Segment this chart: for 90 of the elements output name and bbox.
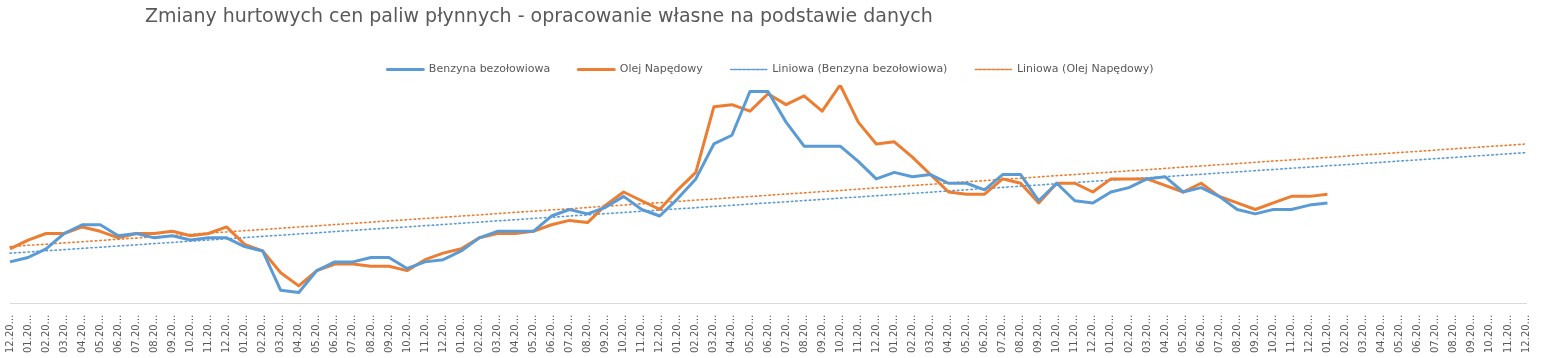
x-tick-label: 09.20… [1032,314,1044,354]
x-tick-label: 04.20… [1375,314,1387,354]
x-tick-label: 12.20… [1519,314,1531,354]
x-tick-label: 02.20… [1122,314,1134,354]
x-tick-label: 06.20… [328,314,340,354]
x-tick-label: 05.20… [310,314,322,354]
x-tick-label: 10.20… [1483,314,1495,354]
x-tick-label: 03.20… [490,314,502,354]
x-tick-label: 08.20… [581,314,593,354]
x-tick-label: 06.20… [1411,314,1423,354]
x-tick-label: 05.20… [1176,314,1188,354]
x-tick-label: 07.20… [563,314,575,354]
legend-label: Liniowa (Olej Napędowy) [1016,62,1154,76]
x-tick-label: 05.20… [960,314,972,354]
x-tick-label: 06.20… [111,314,123,354]
x-tick-label: 01.20… [887,314,899,354]
x-tick-label: 12.20… [220,314,232,354]
x-tick-label: 03.20… [1357,314,1369,354]
x-tick-label: 09.20… [815,314,827,354]
x-tick-label: 07.20… [346,314,358,354]
x-tick-label: 10.20… [400,314,412,354]
x-tick-label: 02.20… [472,314,484,354]
x-tick-label: 01.20… [21,314,33,354]
x-tick-label: 10.20… [1266,314,1278,354]
x-tick-label: 10.20… [833,314,845,354]
x-tick-label: 09.20… [1465,314,1477,354]
x-tick-label: 03.20… [707,314,719,354]
x-tick-label: 10.20… [1050,314,1062,354]
x-tick-label: 12.20… [3,314,15,354]
x-tick-label: 12.20… [1086,314,1098,354]
x-tick-label: 08.20… [1014,314,1026,354]
x-tick-label: 04.20… [942,314,954,354]
x-tick-label: 09.20… [1248,314,1260,354]
x-tick-label: 07.20… [1429,314,1441,354]
x-tick-label: 06.20… [545,314,557,354]
x-tick-label: 04.20… [1158,314,1170,354]
x-tick-label: 05.20… [743,314,755,354]
x-tick-label: 09.20… [599,314,611,354]
x-tick-label: 07.20… [1212,314,1224,354]
x-tick-label: 04.20… [508,314,520,354]
x-tick-label: 02.20… [256,314,268,354]
x-tick-label: 04.20… [292,314,304,354]
x-tick-label: 08.20… [1447,314,1459,354]
x-tick-label: 06.20… [1194,314,1206,354]
x-tick-label: 07.20… [129,314,141,354]
x-tick-label: 11.20… [635,314,647,354]
legend-label: Benzyna bezołowiowa [428,62,551,76]
x-tick-label: 11.20… [851,314,863,354]
chart-title: Zmiany hurtowych cen paliw płynnych - opracowanie własne na podstawie danych [145,4,933,26]
x-tick-label: 01.20… [1321,314,1333,354]
x-tick-label: 02.20… [1339,314,1351,354]
x-tick-label: 01.20… [454,314,466,354]
x-tick-label: 03.20… [1140,314,1152,354]
x-tick-label: 06.20… [761,314,773,354]
x-tick-label: 02.20… [905,314,917,354]
x-tick-label: 04.20… [75,314,87,354]
legend-label: Olej Napędowy [619,62,704,76]
x-tick-label: 08.20… [797,314,809,354]
x-tick-label: 03.20… [57,314,69,354]
x-tick-label: 10.20… [184,314,196,354]
x-tick-label: 06.20… [978,314,990,354]
x-tick-label: 11.20… [202,314,214,354]
x-tick-label: 12.20… [869,314,881,354]
x-tick-label: 12.20… [1303,314,1315,354]
x-tick-label: 08.20… [364,314,376,354]
x-tick-label: 04.20… [725,314,737,354]
x-tick-label: 09.20… [166,314,178,354]
x-tick-label: 07.20… [779,314,791,354]
x-tick-label: 01.20… [1104,314,1116,354]
legend-label: Liniowa (Benzyna bezołowiowa) [772,62,948,76]
x-tick-label: 05.20… [93,314,105,354]
x-tick-label: 10.20… [617,314,629,354]
x-tick-label: 02.20… [39,314,51,354]
x-tick-label: 03.20… [924,314,936,354]
x-tick-label: 11.20… [418,314,430,354]
x-tick-label: 11.20… [1284,314,1296,354]
x-tick-label: 09.20… [382,314,394,354]
x-tick-label: 07.20… [996,314,1008,354]
x-tick-label: 11.20… [1068,314,1080,354]
x-tick-label: 01.20… [238,314,250,354]
x-tick-label: 08.20… [1230,314,1242,354]
x-tick-label: 12.20… [653,314,665,354]
x-tick-label: 03.20… [274,314,286,354]
x-tick-label: 12.20… [436,314,448,354]
x-tick-label: 11.20… [1501,314,1513,354]
x-tick-label: 05.20… [1393,314,1405,354]
x-tick-label: 01.20… [671,314,683,354]
x-tick-label: 05.20… [526,314,538,354]
x-tick-label: 08.20… [147,314,159,354]
x-tick-label: 02.20… [689,314,701,354]
